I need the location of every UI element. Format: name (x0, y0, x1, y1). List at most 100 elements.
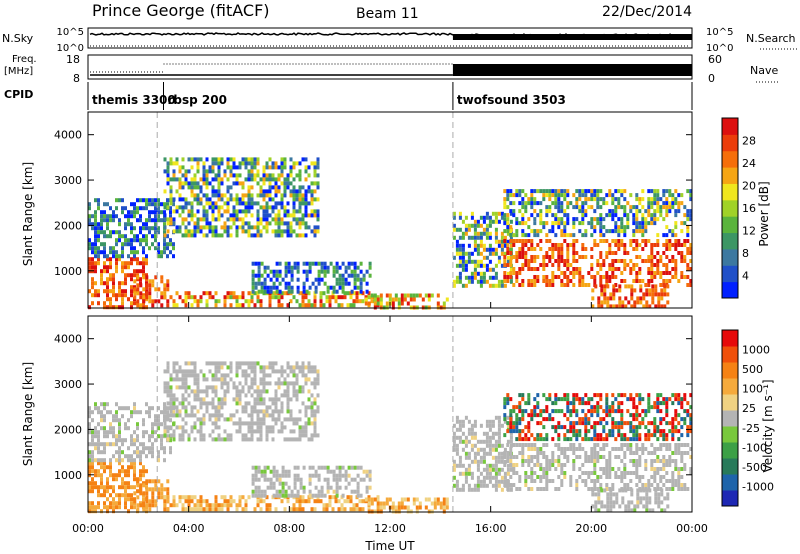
echo-cell (133, 442, 136, 447)
echo-cell (641, 233, 645, 238)
echo-cell (166, 165, 170, 170)
echo-cell (617, 197, 621, 202)
echo-cell (512, 193, 516, 198)
echo-cell (172, 361, 176, 366)
echo-cell (593, 209, 597, 214)
echo-cell (593, 279, 597, 283)
echo-cell (581, 209, 585, 214)
echo-cell (163, 291, 167, 296)
echo-cell (214, 373, 218, 378)
echo-cell (527, 263, 531, 267)
echo-cell (644, 483, 648, 487)
echo-cell (599, 279, 603, 283)
echo-cell (100, 458, 103, 463)
echo-cell (578, 255, 582, 259)
echo-cell (277, 173, 281, 178)
echo-cell (349, 499, 353, 504)
echo-cell (202, 377, 206, 382)
echo-cell (367, 291, 371, 296)
echo-cell (611, 217, 615, 222)
echo-cell (623, 209, 627, 214)
echo-cell (298, 507, 302, 512)
echo-cell (211, 295, 215, 300)
echo-cell (94, 218, 97, 223)
echo-cell (494, 235, 498, 240)
echo-cell (139, 277, 142, 282)
echo-cell (608, 263, 612, 267)
echo-cell (286, 499, 290, 504)
echo-cell (563, 229, 567, 234)
echo-cell (121, 305, 124, 310)
echo-cell (166, 287, 170, 292)
echo-cell (313, 433, 317, 438)
echo-cell (367, 497, 371, 502)
freq-right-tick-low: 0 (708, 72, 715, 85)
echo-cell (298, 291, 302, 296)
echo-cell (626, 437, 630, 442)
echo-cell (103, 301, 106, 306)
echo-cell (145, 487, 149, 492)
echo-cell (286, 303, 290, 308)
echo-cell (109, 273, 112, 278)
echo-cell (163, 250, 166, 255)
echo-cell (184, 299, 188, 304)
echo-cell (175, 291, 179, 296)
echo-cell (268, 425, 272, 430)
echo-cell (653, 209, 657, 214)
echo-cell (572, 463, 576, 467)
echo-cell (313, 385, 317, 390)
echo-cell (256, 499, 260, 504)
echo-cell (142, 257, 145, 262)
echo-cell (557, 443, 561, 447)
echo-cell (641, 225, 645, 230)
echo-cell (112, 473, 115, 478)
echo-cell (148, 503, 152, 508)
echo-cell (208, 417, 212, 422)
echo-cell (103, 269, 106, 274)
echo-cell (163, 287, 167, 292)
echo-cell (599, 475, 603, 479)
echo-cell (578, 447, 582, 451)
echo-cell (467, 243, 471, 248)
echo-cell (112, 434, 115, 439)
echo-cell (118, 454, 121, 459)
echo-cell (190, 495, 194, 500)
echo-cell (322, 507, 326, 512)
echo-cell (241, 369, 245, 374)
echo-cell (94, 473, 97, 478)
echo-cell (455, 451, 459, 456)
echo-cell (656, 405, 660, 410)
echo-cell (142, 418, 145, 423)
echo-cell (97, 442, 100, 447)
echo-cell (112, 414, 115, 419)
echo-cell (313, 229, 317, 234)
echo-cell (665, 279, 669, 283)
echo-cell (662, 233, 666, 238)
echo-cell (674, 263, 678, 267)
echo-cell (503, 205, 507, 210)
echo-cell (118, 501, 121, 506)
echo-cell (130, 226, 133, 231)
echo-cell (518, 271, 522, 275)
echo-cell (142, 422, 145, 427)
echo-cell (277, 225, 281, 230)
echo-cell (296, 261, 300, 266)
echo-cell (130, 438, 133, 443)
echo-cell (148, 246, 151, 251)
echo-cell (521, 213, 525, 218)
echo-cell (311, 465, 315, 470)
echo-cell (112, 289, 115, 294)
echo-cell (307, 437, 311, 442)
echo-cell (343, 291, 347, 296)
echo-cell (578, 421, 582, 426)
echo-cell (109, 473, 112, 478)
echo-cell (163, 222, 166, 227)
echo-cell (256, 299, 260, 304)
echo-cell (226, 157, 230, 162)
echo-cell (611, 259, 615, 263)
echo-cell (503, 475, 507, 480)
echo-cell (545, 283, 549, 287)
echo-cell (617, 433, 621, 438)
echo-cell (686, 225, 690, 230)
echo-cell (307, 173, 311, 178)
